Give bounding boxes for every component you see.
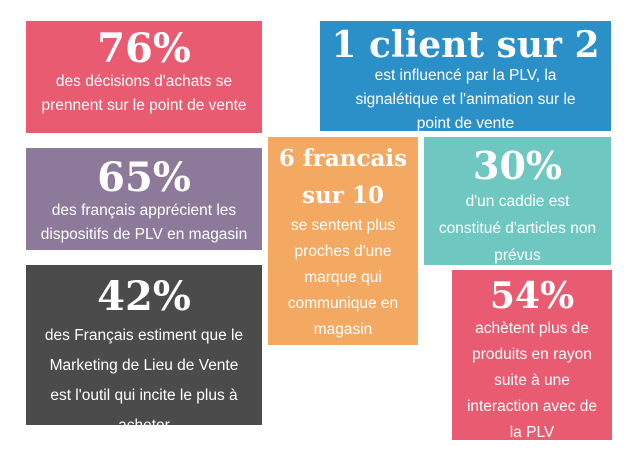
- stat-description-line: la PLV: [509, 424, 555, 440]
- stat-description-line: d'un caddie est: [465, 193, 570, 210]
- stat-description-line: est influencé par la PLV, la: [374, 67, 557, 84]
- stat-description-line: des Français estiment que le: [44, 327, 244, 344]
- stat-description-line: se sentent plus: [290, 217, 396, 234]
- stat-description-line: point de vente: [416, 115, 515, 131]
- stat-description-line: est l'outil qui incite le plus à: [50, 387, 238, 404]
- stat-description-line: signalétique et l'animation sur le: [355, 91, 576, 108]
- stat-description-line: prennent sur le point de vente: [41, 97, 247, 114]
- stat-description-line: interaction avec de: [466, 398, 598, 415]
- stat-description-line: Marketing de Lieu de Vente: [49, 357, 239, 374]
- stat-card-30-percent: 30% d'un caddie est constitué d'articles…: [424, 137, 611, 265]
- stat-card-65-percent: 65% des français apprécient les disposit…: [26, 148, 262, 250]
- stat-value-line: 6 francais: [278, 145, 408, 172]
- stat-description-line: dispositifs de PLV en magasin: [40, 226, 248, 243]
- stat-value: 65%: [97, 154, 191, 201]
- stat-value: 1 client sur 2: [331, 24, 600, 66]
- stat-description-line: communique en: [287, 295, 399, 312]
- stat-value-line: sur 10: [302, 182, 384, 209]
- stat-description-line: achètent plus de: [475, 320, 589, 337]
- stat-value: 76%: [97, 25, 191, 72]
- stat-card-42-percent: 42% des Français estiment que le Marketi…: [26, 265, 262, 425]
- stat-value: 30%: [473, 143, 562, 188]
- stat-description-line: produits en rayon: [472, 346, 592, 363]
- stat-description-line: acheter: [26, 415, 262, 425]
- stat-card-6-francais-sur-10: 6 francais sur 10 se sentent plus proche…: [268, 137, 418, 345]
- stat-card-76-percent: 76% des décisions d'achats se prennent s…: [26, 21, 262, 133]
- stat-value: 54%: [489, 275, 575, 317]
- stat-description-line: suite à une: [494, 372, 570, 389]
- stat-description-line: prévus: [494, 247, 541, 264]
- stat-description-line: constitué d'articles non: [438, 220, 597, 237]
- stat-value: 42%: [97, 273, 191, 320]
- stat-description-line: des décisions d'achats se: [55, 73, 233, 90]
- stat-description-line: magasin: [313, 321, 373, 338]
- stat-description-line: des français apprécient les: [51, 202, 237, 219]
- stat-description-line: proches d'une: [294, 243, 392, 260]
- stat-description-line: marque qui: [304, 269, 382, 286]
- stat-card-54-percent: 54% achètent plus de produits en rayon s…: [452, 270, 612, 440]
- stat-card-1-client-sur-2: 1 client sur 2 est influencé par la PLV,…: [320, 21, 611, 131]
